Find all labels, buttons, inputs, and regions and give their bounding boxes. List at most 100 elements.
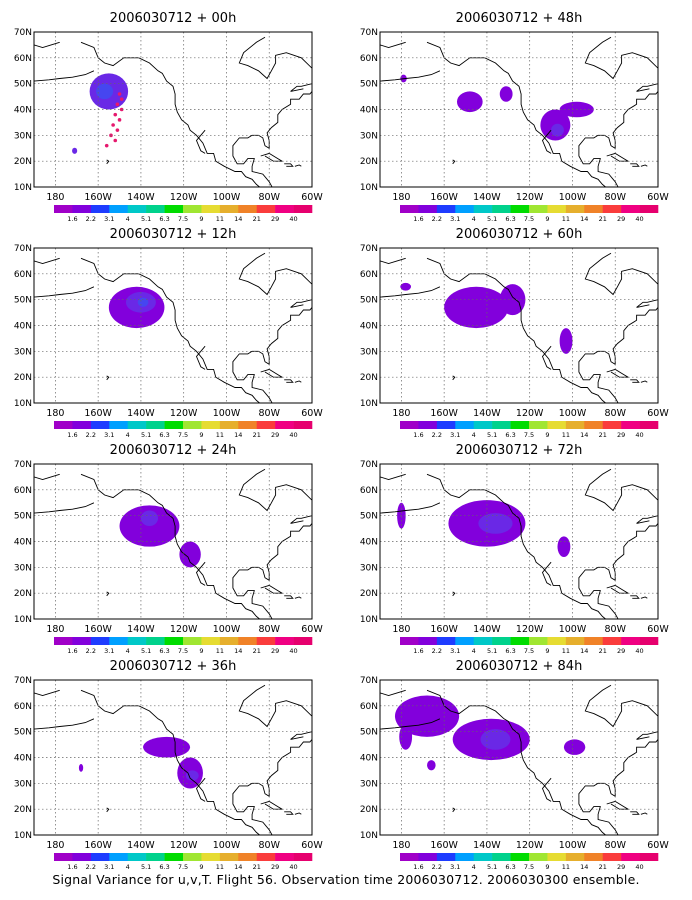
colorbar-swatch <box>547 421 567 429</box>
coastline <box>232 739 312 835</box>
latitude-tick-label: 30N <box>360 563 378 573</box>
colorbar-swatch <box>164 853 184 861</box>
coastline <box>34 70 95 82</box>
colorbar-swatch <box>275 853 294 861</box>
colorbar-swatch <box>201 205 221 213</box>
longitude-tick-label: 120W <box>170 840 198 851</box>
panel-title: 2006030712 + 36h <box>110 659 237 674</box>
coastline <box>195 561 206 586</box>
colorbar-swatch <box>109 421 129 429</box>
colorbar-label: 11 <box>562 431 570 439</box>
latitude-tick-label: 30N <box>360 131 378 141</box>
latitude-tick-label: 10N <box>14 183 32 193</box>
coastline <box>584 36 658 80</box>
colorbar-label: 3.1 <box>450 431 460 439</box>
coastline <box>294 380 302 383</box>
colorbar-swatch <box>621 853 640 861</box>
colorbar-swatch <box>72 853 92 861</box>
variance-contour <box>499 86 513 102</box>
map-panel: 2006030712 + 72h 10N 20N 30N 40N 50N 60N 70N 180… <box>360 443 670 655</box>
coastline <box>34 689 60 696</box>
variance-contour <box>143 736 191 758</box>
colorbar-swatch <box>565 421 585 429</box>
coastline <box>290 299 312 308</box>
colorbar-label: 2.2 <box>86 431 96 439</box>
coastline <box>636 515 658 524</box>
coastline <box>578 307 658 403</box>
coastline <box>630 595 640 599</box>
coastline <box>232 307 312 403</box>
colorbar-label: 1.6 <box>67 863 77 871</box>
colorbar-label: 2.2 <box>432 863 442 871</box>
colorbar-label: 4 <box>126 215 130 223</box>
colorbar-swatch <box>275 637 294 645</box>
colorbar-label: 2.2 <box>432 431 442 439</box>
latitude-tick-label: 40N <box>360 538 378 548</box>
coastline <box>452 159 456 165</box>
variance-contour <box>478 513 513 534</box>
coastline <box>290 83 312 92</box>
latitude-tick-label: 70N <box>14 28 32 38</box>
colorbar-swatch <box>293 421 313 429</box>
colorbar-swatch <box>510 205 530 213</box>
colorbar-swatch <box>565 205 585 213</box>
coastline <box>584 684 658 728</box>
map-background <box>380 248 658 403</box>
map-frame <box>33 31 313 188</box>
longitude-tick-label: 120W <box>170 408 198 419</box>
colorbar-label: 14 <box>580 863 588 871</box>
coastline <box>541 129 552 154</box>
colorbar-label: 40 <box>635 431 643 439</box>
coastline <box>260 800 284 810</box>
colorbar-label: 1.6 <box>67 215 77 223</box>
colorbar-swatch <box>183 205 202 213</box>
coastline <box>106 375 110 381</box>
colorbar-swatch <box>418 205 438 213</box>
longitude-tick-label: 80W <box>604 192 626 203</box>
longitude-tick-label: 100W <box>559 624 587 635</box>
colorbar-swatch <box>547 637 567 645</box>
colorbar-label: 6.3 <box>505 431 515 439</box>
latitude-tick-label: 20N <box>360 805 378 815</box>
colorbar-label: 4 <box>472 215 476 223</box>
latitude-tick-label: 30N <box>14 779 32 789</box>
colorbar-swatch <box>54 205 73 213</box>
colorbar-label: 2.2 <box>86 647 96 655</box>
figure-caption: Signal Variance for u,v,T. Flight 56. Ob… <box>52 872 640 887</box>
coastline <box>584 252 658 296</box>
longitude-tick-label: 140W <box>127 192 155 203</box>
longitude-tick-label: 80W <box>604 408 626 419</box>
colorbar-label: 2.2 <box>432 215 442 223</box>
map-frame <box>33 247 313 404</box>
colorbar-swatch <box>473 421 493 429</box>
longitude-tick-label: 140W <box>473 192 501 203</box>
latitude-tick-label: 40N <box>360 754 378 764</box>
latitude-tick-label: 70N <box>360 460 378 470</box>
longitude-tick-label: 80W <box>258 192 280 203</box>
coastline <box>584 468 658 512</box>
longitude-tick-label: 120W <box>516 192 544 203</box>
colorbar-label: 21 <box>253 431 261 439</box>
colorbar-label: 40 <box>289 215 297 223</box>
colorbar-label: 6.3 <box>159 863 169 871</box>
colorbar-swatch <box>54 853 73 861</box>
panel-title: 2006030712 + 00h <box>110 11 237 26</box>
colorbar-label: 21 <box>599 647 607 655</box>
coastline <box>260 152 284 162</box>
map-panel: 2006030712 + 84h 10N 20N 30N 40N 50N 60N 70N 180… <box>360 659 670 871</box>
colorbar-label: 6.3 <box>159 215 169 223</box>
variance-contour <box>96 83 114 100</box>
variance-contour <box>456 91 483 113</box>
colorbar-swatch <box>164 637 184 645</box>
map-background <box>34 32 312 187</box>
map-panel: 2006030712 + 36h 10N 20N 30N 40N 50N 60N 70N 180… <box>14 659 324 871</box>
latitude-tick-label: 70N <box>360 28 378 38</box>
latitude-tick-label: 60N <box>360 702 378 712</box>
colorbar-label: 7.5 <box>178 863 188 871</box>
colorbar-swatch <box>90 205 110 213</box>
colorbar-swatch <box>109 853 129 861</box>
coastline <box>380 718 441 730</box>
colorbar-label: 3.1 <box>104 431 114 439</box>
coastline <box>380 502 441 514</box>
coastline <box>195 129 206 154</box>
